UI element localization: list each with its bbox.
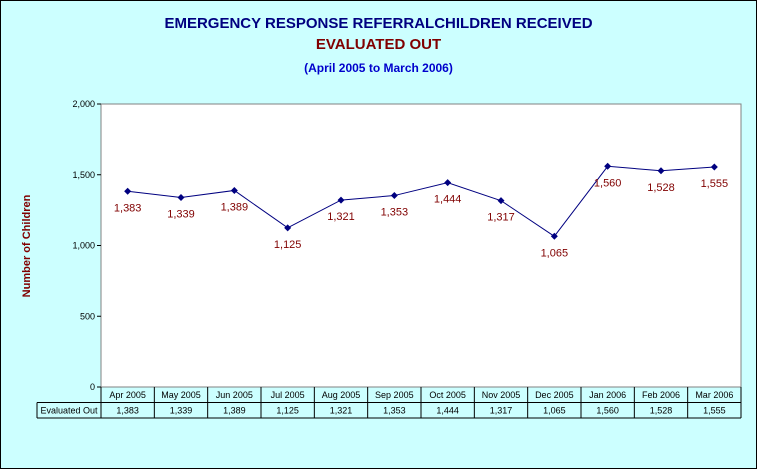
table-cell: 1,353 xyxy=(383,406,406,416)
table-cell: 1,528 xyxy=(650,406,673,416)
data-point-marker xyxy=(390,192,398,200)
data-label: 1,339 xyxy=(167,209,195,221)
data-label: 1,321 xyxy=(327,211,355,223)
data-point-marker xyxy=(337,196,345,204)
data-point-marker xyxy=(124,187,132,195)
x-tick-label: Dec 2005 xyxy=(535,390,574,400)
data-point-marker xyxy=(657,167,665,175)
table-cell: 1,321 xyxy=(330,406,353,416)
x-tick-label: Mar 2006 xyxy=(695,390,733,400)
data-point-marker xyxy=(444,179,452,187)
table-cell: 1,560 xyxy=(596,406,619,416)
x-tick-label: Feb 2006 xyxy=(642,390,680,400)
table-cell: 1,389 xyxy=(223,406,246,416)
y-axis: 0 500 1,000 1,500 2,000 xyxy=(72,99,101,392)
chart-title-line2: EVALUATED OUT xyxy=(315,36,442,53)
data-label: 1,065 xyxy=(541,247,569,259)
data-label: 1,353 xyxy=(381,207,409,219)
data-point-marker xyxy=(604,162,612,170)
chart-title: EMERGENCY RESPONSE REFERRALCHILDREN RECE… xyxy=(164,15,593,32)
y-tick-label: 0 xyxy=(90,382,95,392)
table-cell: 1,065 xyxy=(543,406,566,416)
y-tick-label: 500 xyxy=(80,311,95,321)
table-cell: 1,339 xyxy=(170,406,193,416)
data-label: 1,560 xyxy=(594,177,622,189)
data-point-marker xyxy=(230,186,238,194)
x-tick-label: Jul 2005 xyxy=(271,390,305,400)
data-table: Evaluated Out Apr 2005 1,383 May 2005 1,339 J… xyxy=(36,387,742,419)
x-tick-label: Oct 2005 xyxy=(429,390,466,400)
table-cell: 1,383 xyxy=(116,406,139,416)
y-tick-label: 2,000 xyxy=(72,99,95,109)
y-tick-label: 1,000 xyxy=(72,241,95,251)
table-cell: 1,125 xyxy=(276,406,299,416)
data-label: 1,383 xyxy=(114,202,142,214)
data-label: 1,528 xyxy=(647,182,675,194)
data-label: 1,389 xyxy=(221,201,249,213)
table-series-name: Evaluated Out xyxy=(40,406,98,416)
table-cell: 1,555 xyxy=(703,406,726,416)
series-line xyxy=(127,165,715,237)
data-point-marker xyxy=(177,194,185,202)
chart-subtitle: (April 2005 to March 2006) xyxy=(304,61,453,75)
data-label: 1,555 xyxy=(701,178,729,190)
series-evaluated-out: 1,383 1,339 1,389 1,125 1,321 1,353 1,444 1,317… xyxy=(114,162,729,259)
plot-area xyxy=(100,103,742,388)
x-tick-label: Jun 2005 xyxy=(216,390,253,400)
data-label: 1,317 xyxy=(487,212,515,224)
x-tick-label: Aug 2005 xyxy=(322,390,361,400)
x-tick-label: May 2005 xyxy=(161,390,201,400)
x-tick-label: Apr 2005 xyxy=(109,390,146,400)
data-label: 1,444 xyxy=(434,194,462,206)
table-cell: 1,317 xyxy=(490,406,513,416)
x-tick-label: Jan 2006 xyxy=(589,390,626,400)
data-point-marker xyxy=(710,163,718,171)
data-point-marker xyxy=(550,232,558,240)
data-point-marker xyxy=(284,224,292,232)
x-tick-label: Nov 2005 xyxy=(482,390,521,400)
data-label: 1,125 xyxy=(274,239,302,251)
table-cell: 1,444 xyxy=(436,406,459,416)
x-tick-label: Sep 2005 xyxy=(375,390,414,400)
data-point-marker xyxy=(497,197,505,205)
y-tick-label: 1,500 xyxy=(72,170,95,180)
